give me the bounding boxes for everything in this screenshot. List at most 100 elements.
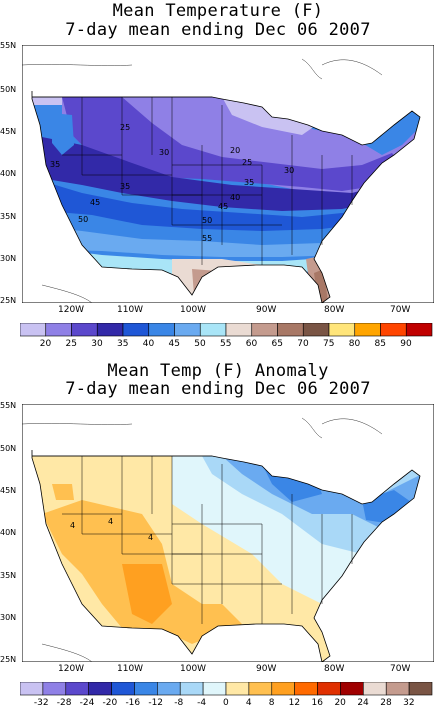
legend-swatch: [405, 323, 433, 337]
lat-label: 45N: [0, 486, 17, 495]
contour-label: 25: [120, 123, 130, 132]
legend-label: 32: [403, 698, 415, 708]
contour-label: 45: [218, 202, 228, 211]
legend-swatch: [328, 323, 356, 337]
legend-swatch: [225, 323, 253, 337]
legend-label: 80: [348, 339, 361, 349]
legend-label: 20: [334, 698, 346, 708]
lon-label: 100W: [180, 305, 207, 315]
lon-label: 80W: [324, 305, 345, 315]
legend-label: 45: [168, 339, 180, 349]
temperature-panel: Mean Temperature (F) 7-day mean ending D…: [0, 0, 436, 350]
lat-label: 40N: [0, 528, 17, 537]
color-legend: [20, 323, 433, 337]
legend-label: -8: [174, 698, 184, 708]
legend-label: 0: [223, 698, 229, 708]
legend-label: 70: [297, 339, 309, 349]
legend-swatch: [340, 682, 364, 696]
lat-label: 30N: [0, 613, 17, 622]
contour-label: 35: [244, 178, 254, 187]
contour-label: 35: [120, 182, 130, 191]
legend-swatch: [111, 682, 135, 696]
legend-swatch: [363, 682, 387, 696]
contour-label: 55: [202, 234, 212, 243]
legend-swatch: [174, 323, 201, 337]
legend-label: 40: [142, 339, 155, 349]
legend-swatch: [380, 323, 407, 337]
legend-swatch: [202, 682, 227, 696]
legend-label: 60: [245, 339, 258, 349]
legend-swatch: [96, 323, 124, 337]
legend-label: 12: [288, 698, 301, 708]
legend-swatch: [157, 682, 181, 696]
legend-label: -20: [102, 698, 118, 708]
legend-label: -32: [33, 698, 49, 708]
contour-label: 50: [78, 215, 88, 224]
color-legend: [20, 682, 433, 696]
legend-swatch: [277, 323, 304, 337]
legend-swatch: [179, 682, 204, 696]
legend-swatch: [294, 682, 318, 696]
contour-label: 20: [230, 146, 240, 155]
lat-label: 55N: [0, 41, 17, 50]
legend-swatch: [317, 682, 341, 696]
legend-label: 50: [194, 339, 206, 349]
legend-swatch: [88, 682, 112, 696]
legend-label: 90: [400, 339, 412, 349]
contour-label: 50: [202, 216, 212, 225]
anomaly-map: 4 4 4: [22, 404, 434, 662]
legend-swatch: [42, 682, 67, 696]
legend-swatch: [20, 682, 44, 696]
legend-label: 75: [323, 339, 335, 349]
legend-label: 55: [220, 339, 232, 349]
legend-label: -24: [79, 698, 95, 708]
lon-label: 70W: [390, 664, 411, 674]
legend-label: 16: [311, 698, 323, 708]
legend-label: 30: [91, 339, 103, 349]
legend-swatch: [251, 323, 278, 337]
legend-swatch: [20, 323, 47, 337]
legend-label: -16: [125, 698, 141, 708]
legend-label: 28: [380, 698, 392, 708]
legend-swatch: [248, 682, 273, 696]
map-title-line1: Mean Temperature (F): [112, 1, 324, 21]
legend-label: 85: [374, 339, 386, 349]
legend-label: 24: [357, 698, 369, 708]
contour-label: 40: [230, 193, 240, 202]
lat-label: 50N: [0, 444, 17, 453]
legend-swatch: [122, 323, 150, 337]
lon-label: 90W: [256, 305, 277, 315]
lat-label: 40N: [0, 169, 17, 178]
lon-label: 120W: [58, 664, 85, 674]
map-title-line2: 7-day mean ending Dec 06 2007: [65, 379, 371, 399]
map-title-line1: Mean Temp (F) Anomaly: [107, 361, 329, 381]
lat-label: 45N: [0, 127, 17, 136]
legend-swatch: [302, 323, 330, 337]
contour-label: 25: [242, 158, 252, 167]
legend-label: 8: [268, 698, 275, 708]
legend-swatch: [199, 323, 227, 337]
legend-label: 65: [271, 339, 283, 349]
lon-label: 70W: [390, 305, 411, 315]
legend-swatch: [148, 323, 175, 337]
legend-swatch: [134, 682, 158, 696]
legend-label: 35: [117, 339, 129, 349]
legend-swatch: [65, 682, 89, 696]
legend-swatch: [408, 682, 433, 696]
legend-label: -12: [148, 698, 164, 708]
lon-label: 80W: [324, 664, 345, 674]
lon-label: 90W: [256, 664, 277, 674]
map-title-line2: 7-day mean ending Dec 06 2007: [65, 20, 371, 40]
legend-label: 20: [39, 339, 52, 349]
contour-label: 45: [90, 198, 100, 207]
legend-label: -4: [197, 698, 207, 708]
anomaly-panel: Mean Temp (F) Anomaly 7-day mean ending …: [0, 359, 436, 709]
lon-label: 110W: [117, 305, 144, 315]
lat-label: 35N: [0, 571, 17, 580]
legend-swatch: [385, 682, 410, 696]
legend-swatch: [271, 682, 295, 696]
contour-label: 4: [108, 517, 113, 526]
legend-label: 25: [65, 339, 77, 349]
legend-label: 4: [245, 698, 252, 708]
contour-label: 30: [159, 148, 169, 157]
